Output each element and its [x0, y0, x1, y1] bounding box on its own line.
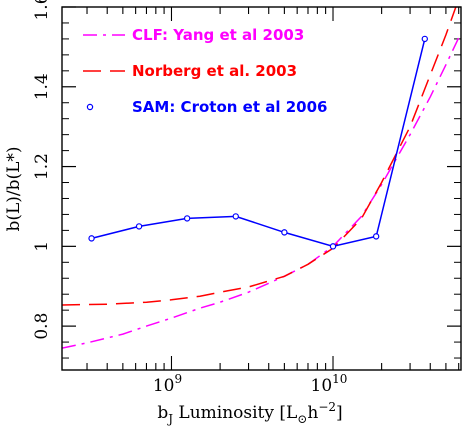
x-tick-label: 109 [153, 372, 182, 396]
series-line-sam-croton-et-al-2006 [91, 38, 426, 248]
data-point [329, 243, 337, 250]
y-tick-label: 1 [32, 241, 52, 252]
legend-label: SAM: Croton et al 2006 [132, 98, 327, 116]
data-point [232, 213, 239, 220]
legend-label: Norberg et al. 2003 [132, 62, 297, 80]
x-tick-label: 1010 [311, 372, 348, 396]
data-point [372, 233, 380, 240]
data-point [135, 223, 143, 230]
legend-label: CLF: Yang et al 2003 [132, 26, 304, 44]
plot-frame [61, 6, 462, 371]
y-tick-label: 1.4 [32, 73, 52, 100]
axis-ticks [62, 6, 461, 370]
legend-marker [86, 103, 94, 111]
y-axis-title: b(L)/b(L*) [4, 146, 24, 231]
data-point [183, 215, 191, 222]
x-axis-title: bJ Luminosity [L⊙h−2] [157, 400, 342, 426]
series-line-clf-yang-et-al-2003 [62, 32, 461, 349]
y-tick-label: 1.2 [32, 153, 52, 180]
data-point [421, 35, 428, 43]
y-tick-label: 1.6 [32, 0, 52, 21]
tick-labels: 0.8 1 1.2 1.4 1.6 109 1010 [32, 0, 347, 396]
series-layer [62, 7, 461, 349]
series-line-norberg-et-al-2003 [62, 7, 457, 306]
data-point [88, 235, 95, 242]
y-tick-label: 0.8 [32, 313, 52, 340]
data-point [281, 229, 288, 236]
legend: CLF: Yang et al 2003 Norberg et al. 2003 S… [83, 26, 327, 116]
